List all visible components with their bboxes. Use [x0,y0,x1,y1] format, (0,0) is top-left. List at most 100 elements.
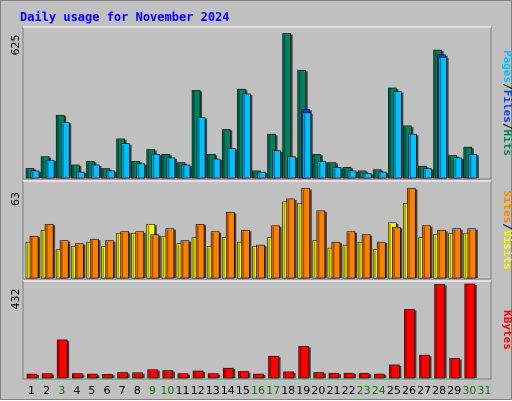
x-tick-label: 7 [119,384,126,397]
bar-files-day-9-fill [151,154,161,179]
bar-sites-day-25-edge [389,223,391,277]
bar-files-day-28-fill [438,56,447,179]
bar-visits-day-28 [437,229,448,279]
x-tick-label: 16 [251,384,265,397]
bar-files-day-13-edge [213,160,215,177]
bar-sites-day-5-edge [87,243,89,277]
bar-files-day-29-fill [453,157,463,179]
bar-kbytes-day-15 [238,371,251,379]
x-tick-label: 6 [104,384,111,397]
bar-files-day-25 [393,91,404,179]
bar-kbytes-day-27-fill [419,354,430,379]
bar-visits-day-29-edge [453,229,456,277]
bar-files-day-2-fill [45,159,55,179]
x-tick-label: 2 [43,384,50,397]
bar-visits-day-19-fill [301,188,311,279]
bar-hits-day-25-edge [389,89,391,177]
bar-sites-day-1-edge [27,243,29,277]
bar-hits-day-12-edge [193,91,195,177]
bar-files-day-11 [181,164,192,179]
bar-kbytes-day-11-edge [178,374,181,377]
bar-visits-day-26 [407,188,418,279]
legend-hits-files-pages: Pages/Files/Hits [501,50,512,156]
bar-hits-day-18-edge [283,34,286,177]
bar-hits-day-1-edge [27,169,29,177]
bar-visits-day-14-edge [227,213,229,277]
bar-kbytes-day-26-edge [405,310,407,377]
bar-kbytes-day-22-fill [343,372,355,379]
bar-kbytes-day-10 [162,370,175,379]
bar-visits-day-25-edge [393,228,395,277]
bar-kbytes-day-17-fill [268,355,279,379]
bar-files-day-8 [136,163,147,179]
bar-kbytes-day-7 [117,372,130,379]
bar-files-day-12-edge [198,118,200,177]
bar-visits-day-1-fill [29,235,39,279]
bar-hits-day-7-edge [117,139,120,177]
bar-visits-day-12-edge [197,225,199,277]
bar-files-day-18-fill [287,156,296,179]
bar-hits-day-4-edge [72,165,74,177]
x-tick-label: 5 [88,384,95,397]
bar-visits-day-5-fill [90,238,99,279]
bar-visits-day-10 [165,228,176,279]
bar-visits-day-27 [422,225,433,279]
bar-kbytes-day-5-fill [87,373,98,379]
x-tick-label: 25 [387,384,401,397]
bar-kbytes-day-20 [313,372,326,379]
bar-kbytes-day-4-fill [71,373,83,379]
bar-files-day-2 [45,159,57,179]
bar-files-day-3-edge [62,123,64,177]
bar-visits-day-24-edge [378,243,380,277]
bar-files-day-22 [347,170,359,179]
bar-kbytes-day-12-fill [192,370,204,379]
bar-kbytes-day-29-fill [449,358,461,379]
x-tick-label: 30 [462,384,476,397]
bar-files-day-10 [166,157,177,179]
bar-visits-day-11-fill [180,240,190,279]
bar-kbytes-day-11-fill [177,373,189,379]
bar-kbytes-day-26 [404,309,417,379]
bar-visits-day-9-edge [151,235,154,277]
bar-visits-day-12 [195,223,207,279]
x-tick-label: 20 [311,384,325,397]
bar-files-day-4-fill [75,171,85,179]
x-tick-label: 29 [447,384,461,397]
bar-hits-day-14-edge [223,130,225,177]
bar-kbytes-day-23-edge [360,374,362,377]
bar-sites-day-14-edge [223,238,225,277]
bar-sites-day-12-edge [193,238,195,277]
bar-sites-day-23-edge [359,243,361,277]
bar-kbytes-day-16 [253,373,266,379]
bar-sites-day-17-edge [268,238,271,277]
bar-kbytes-day-13 [207,373,221,379]
x-tick-label: 21 [326,384,340,397]
bar-files-day-21-edge [333,168,336,177]
bar-visits-day-20-fill [316,210,326,279]
x-tick-label: 13 [206,384,220,397]
bar-visits-day-30-edge [468,229,471,277]
legend-item: KBytes [501,310,512,350]
bar-files-day-22-fill [347,170,357,179]
y-max-label: 432 [9,289,22,310]
bar-kbytes-day-9-edge [148,370,151,377]
bar-files-day-12 [196,117,208,179]
bar-files-day-27-fill [423,168,432,179]
bar-sites-day-8-edge [132,234,135,277]
bar-files-day-6-edge [107,171,109,177]
bar-files-day-3-fill [60,122,70,179]
bar-files-day-23-edge [364,174,366,177]
bar-visits-day-6 [105,240,116,279]
bar-hits-day-26-edge [404,126,406,177]
bar-visits-day-6-fill [105,240,114,279]
bar-hits-day-13-edge [208,155,210,177]
bar-kbytes-day-14 [222,367,236,379]
bar-hits-day-27-edge [419,167,422,177]
bar-kbytes-day-13-fill [207,373,219,379]
bar-visits-day-13 [210,231,222,279]
bar-files-day-7 [121,143,132,179]
bar-visits-day-24-fill [376,241,386,279]
